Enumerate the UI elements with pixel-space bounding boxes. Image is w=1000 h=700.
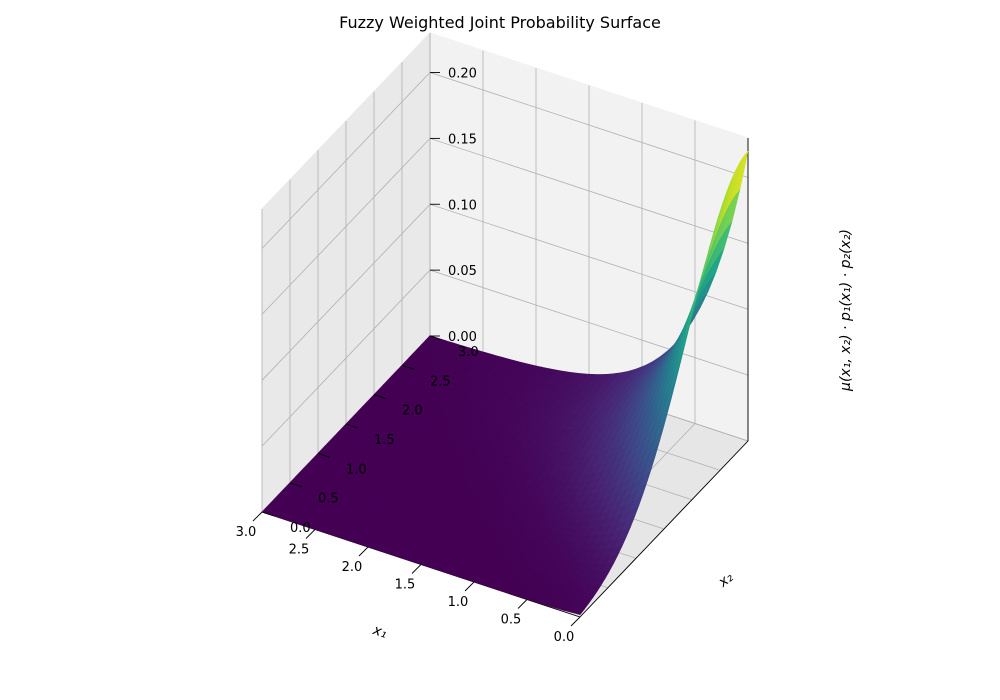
x-tick: [570, 616, 581, 627]
y-axis-line: [579, 440, 749, 618]
x-tick-label: 3.0: [236, 525, 257, 540]
chart-title: Fuzzy Weighted Joint Probability Surface: [339, 13, 661, 32]
surface-patch: [735, 151, 749, 195]
x-axis-label: x₁: [370, 622, 389, 642]
y-tick-label: 3.0: [458, 345, 479, 360]
z-axis-label: μ(x₁, x₂) · p₁(x₁) · p₂(x₂): [838, 229, 854, 392]
tick-labels: 0.0 0.5 1.0 1.5 2.0 2.5 3.0 0.0 0.5 1.0 1.5 2.0 2.5 3…: [236, 67, 575, 646]
x-tick: [252, 511, 263, 522]
y-tick: [401, 364, 415, 370]
y-tick-label: 1.5: [374, 433, 395, 448]
z-tick-label: 0.10: [448, 198, 477, 213]
z-tick-label: 0.05: [448, 264, 477, 279]
x-tick: [305, 529, 316, 539]
x-tick-label: 0.0: [554, 630, 575, 645]
y-tick: [345, 423, 359, 429]
surface-plot: [261, 151, 749, 615]
x-tick: [464, 581, 475, 592]
y-tick: [373, 394, 387, 400]
y-tick-label: 2.0: [402, 404, 423, 419]
x-tick: [411, 564, 422, 574]
x-tick-label: 0.5: [501, 613, 522, 628]
y-tick-label: 0.5: [318, 492, 339, 507]
x-tick: [358, 546, 369, 557]
y-tick: [261, 511, 275, 517]
x-tick: [517, 599, 528, 609]
z-tick-label: 0.15: [448, 132, 477, 147]
x-tick-label: 1.5: [395, 578, 416, 593]
y-tick-label: 2.5: [430, 374, 451, 389]
y-axis-label: x₂: [715, 569, 737, 591]
y-tick: [289, 482, 303, 488]
z-tick-label: 0.00: [448, 330, 477, 345]
y-tick: [429, 335, 443, 341]
x-tick-label: 1.0: [448, 595, 469, 610]
x-tick-label: 2.0: [342, 560, 363, 575]
axes-3d: 0.0 0.5 1.0 1.5 2.0 2.5 3.0 0.0 0.5 1.0 1.5 2.0 2.5 3…: [236, 31, 854, 646]
y-tick-label: 1.0: [346, 462, 367, 477]
y-tick-label: 0.0: [290, 521, 311, 536]
x-tick-label: 2.5: [289, 543, 310, 558]
axis-ticks: [252, 72, 581, 627]
z-tick-label: 0.20: [448, 67, 477, 82]
y-tick: [317, 452, 331, 458]
